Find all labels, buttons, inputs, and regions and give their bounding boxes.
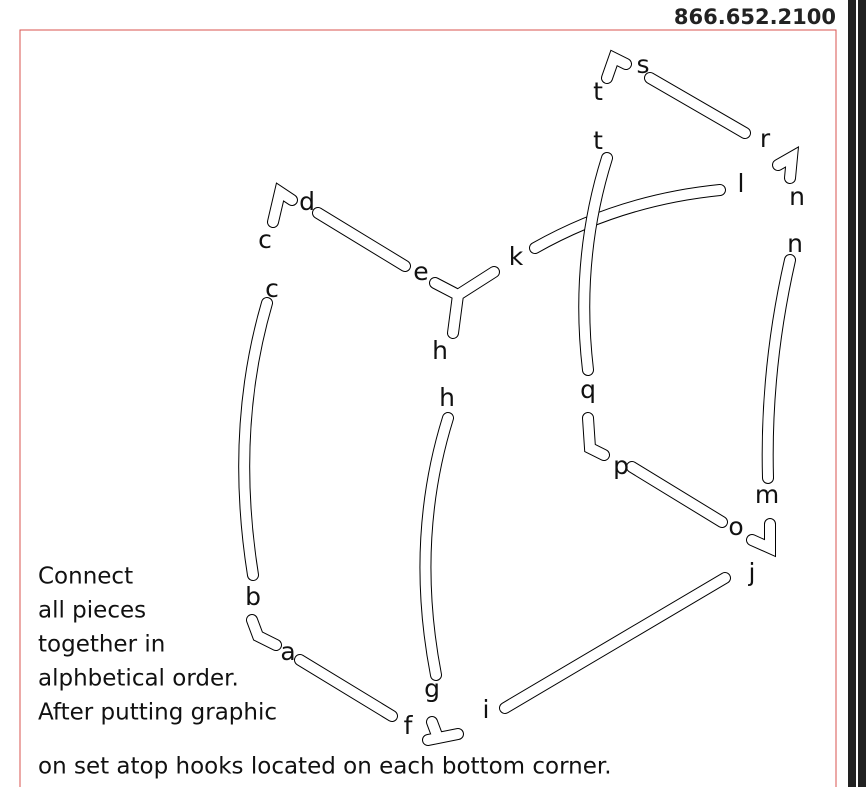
pipe bbox=[650, 78, 745, 133]
phone: 866.652.2100 bbox=[674, 5, 836, 29]
label: n bbox=[789, 182, 805, 211]
label: o bbox=[728, 512, 743, 541]
label: k bbox=[509, 242, 524, 271]
label: q bbox=[580, 375, 596, 404]
label: l bbox=[738, 169, 745, 198]
labels: t s r n t l d c k e n h c q h p m o j b … bbox=[245, 50, 805, 740]
label: h bbox=[432, 336, 448, 365]
label: b bbox=[245, 582, 261, 611]
label: c bbox=[258, 225, 272, 254]
label: t bbox=[593, 126, 603, 155]
label: t bbox=[593, 77, 603, 106]
label: i bbox=[483, 695, 490, 724]
instruction-line: After putting graphic bbox=[38, 700, 277, 726]
label: d bbox=[299, 187, 315, 216]
instruction-line: alphbetical order. bbox=[38, 666, 239, 692]
label: r bbox=[760, 124, 771, 153]
instruction-line: on set atop hooks located on each bottom… bbox=[38, 754, 612, 780]
pipe bbox=[505, 578, 725, 708]
pipe bbox=[425, 418, 448, 675]
pipe bbox=[752, 524, 770, 548]
pipe bbox=[768, 260, 790, 478]
assembly-diagram: 866.652.2100 t s r n t l d c k e n h c q… bbox=[0, 0, 866, 787]
label: s bbox=[636, 50, 649, 79]
pipe bbox=[535, 190, 720, 248]
label: m bbox=[755, 480, 779, 509]
instruction-line: together in bbox=[38, 632, 165, 658]
label: e bbox=[413, 257, 428, 286]
pipe bbox=[300, 660, 392, 716]
label: n bbox=[787, 229, 803, 258]
pipes bbox=[244, 58, 792, 740]
label: a bbox=[280, 637, 295, 666]
pipe bbox=[318, 213, 405, 266]
label: c bbox=[265, 274, 279, 303]
label: g bbox=[424, 674, 440, 703]
label: h bbox=[439, 383, 455, 412]
pipe bbox=[632, 467, 722, 522]
label: p bbox=[613, 451, 629, 480]
label: f bbox=[404, 711, 414, 740]
instruction-line: Connect bbox=[38, 564, 133, 590]
pipe bbox=[588, 418, 604, 455]
pipe bbox=[244, 303, 267, 575]
instruction-line: all pieces bbox=[38, 598, 146, 624]
label: j bbox=[748, 558, 756, 587]
